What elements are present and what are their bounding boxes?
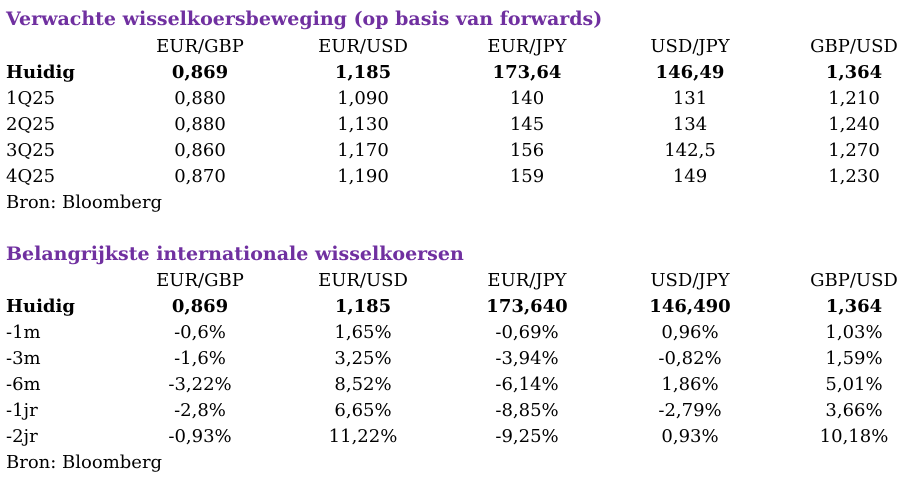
row-label: 3Q25 [6,140,56,161]
table-row: -6m -3,22% 8,52% -6,14% 1,86% 5,01% [0,372,900,398]
table-row: Huidig 0,869 1,185 173,64 146,49 1,364 [0,60,900,86]
table-row: 3Q25 0,860 1,170 156 142,5 1,270 [0,138,900,164]
table-cell: -8,85% [495,400,559,421]
table-cell: 1,65% [334,322,392,343]
table-cell: 1,364 [825,296,883,317]
row-label: Huidig [6,62,75,83]
table-cell: 0,96% [661,322,719,343]
table-row: 2Q25 0,880 1,130 145 134 1,240 [0,112,900,138]
row-label: -3m [6,348,41,369]
column-header: GBP/USD [810,270,898,291]
table-cell: 134 [672,114,708,135]
column-header: EUR/JPY [487,270,567,291]
table-cell: 146,490 [649,296,731,317]
table-cell: 8,52% [334,374,392,395]
table-cell: 145 [509,114,545,135]
column-header: GBP/USD [810,36,898,57]
table-cell: 1,210 [828,88,880,109]
table-row: -3m -1,6% 3,25% -3,94% -0,82% 1,59% [0,346,900,372]
table-cell: 0,880 [174,114,226,135]
table-cell: 1,190 [337,166,389,187]
table-cell: 1,130 [337,114,389,135]
table-cell: -3,22% [168,374,232,395]
table-cell: -3,94% [495,348,559,369]
table-cell: 3,25% [334,348,392,369]
table-cell: 1,59% [825,348,883,369]
table-row: Huidig 0,869 1,185 173,640 146,490 1,364 [0,294,900,320]
table-cell: 159 [509,166,545,187]
table-cell: -1,6% [174,348,226,369]
forward-table-title: Verwachte wisselkoersbeweging (op basis … [6,8,603,30]
table-cell: 6,65% [334,400,392,421]
table-cell: 1,03% [825,322,883,343]
table-cell: 149 [672,166,708,187]
table-cell: 3,66% [825,400,883,421]
table-cell: 1,185 [334,62,392,83]
table-cell: 0,93% [661,426,719,447]
row-label: 1Q25 [6,88,56,109]
table-cell: 1,090 [337,88,389,109]
table-cell: 173,64 [492,62,562,83]
table-cell: 146,49 [655,62,725,83]
rates-header-row: EUR/GBP EUR/USD EUR/JPY USD/JPY GBP/USD [0,268,900,294]
table-cell: -0,82% [658,348,722,369]
table-cell: -9,25% [495,426,559,447]
column-header: EUR/GBP [156,36,244,57]
table-cell: 11,22% [328,426,398,447]
row-label: -6m [6,374,41,395]
row-label: -2jr [6,426,38,447]
table-row: 4Q25 0,870 1,190 159 149 1,230 [0,164,900,190]
table-cell: 1,270 [828,140,880,161]
source-note: Bron: Bloomberg [6,452,163,473]
table-cell: -6,14% [495,374,559,395]
table-cell: -0,69% [495,322,559,343]
forward-header-row: EUR/GBP EUR/USD EUR/JPY USD/JPY GBP/USD [0,34,900,60]
table-cell: 1,86% [661,374,719,395]
table-cell: 1,240 [828,114,880,135]
table-cell: 0,870 [174,166,226,187]
table-cell: 0,869 [171,62,229,83]
table-cell: -2,79% [658,400,722,421]
column-header: USD/JPY [650,36,730,57]
table-cell: 0,880 [174,88,226,109]
table-cell: 131 [672,88,708,109]
table-cell: 173,640 [486,296,568,317]
table-cell: 1,185 [334,296,392,317]
column-header: EUR/JPY [487,36,567,57]
table-cell: -2,8% [174,400,226,421]
table-cell: 1,170 [337,140,389,161]
table-row: -1m -0,6% 1,65% -0,69% 0,96% 1,03% [0,320,900,346]
table-cell: -0,93% [168,426,232,447]
table-cell: 156 [509,140,545,161]
table-cell: 140 [509,88,545,109]
table-cell: 0,860 [174,140,226,161]
table-cell: 0,869 [171,296,229,317]
table-cell: 142,5 [664,140,716,161]
column-header: USD/JPY [650,270,730,291]
column-header: EUR/GBP [156,270,244,291]
row-label: Huidig [6,296,75,317]
exchange-rates-title: Belangrijkste internationale wisselkoers… [6,243,464,265]
source-note: Bron: Bloomberg [6,192,163,213]
row-label: -1jr [6,400,38,421]
table-cell: -0,6% [174,322,226,343]
row-label: 2Q25 [6,114,56,135]
row-label: 4Q25 [6,166,56,187]
column-header: EUR/USD [318,36,408,57]
table-row: 1Q25 0,880 1,090 140 131 1,210 [0,86,900,112]
table-cell: 5,01% [825,374,883,395]
table-cell: 1,364 [825,62,883,83]
table-cell: 1,230 [828,166,880,187]
table-cell: 10,18% [819,426,889,447]
row-label: -1m [6,322,41,343]
table-row: -2jr -0,93% 11,22% -9,25% 0,93% 10,18% [0,424,900,450]
column-header: EUR/USD [318,270,408,291]
table-row: -1jr -2,8% 6,65% -8,85% -2,79% 3,66% [0,398,900,424]
